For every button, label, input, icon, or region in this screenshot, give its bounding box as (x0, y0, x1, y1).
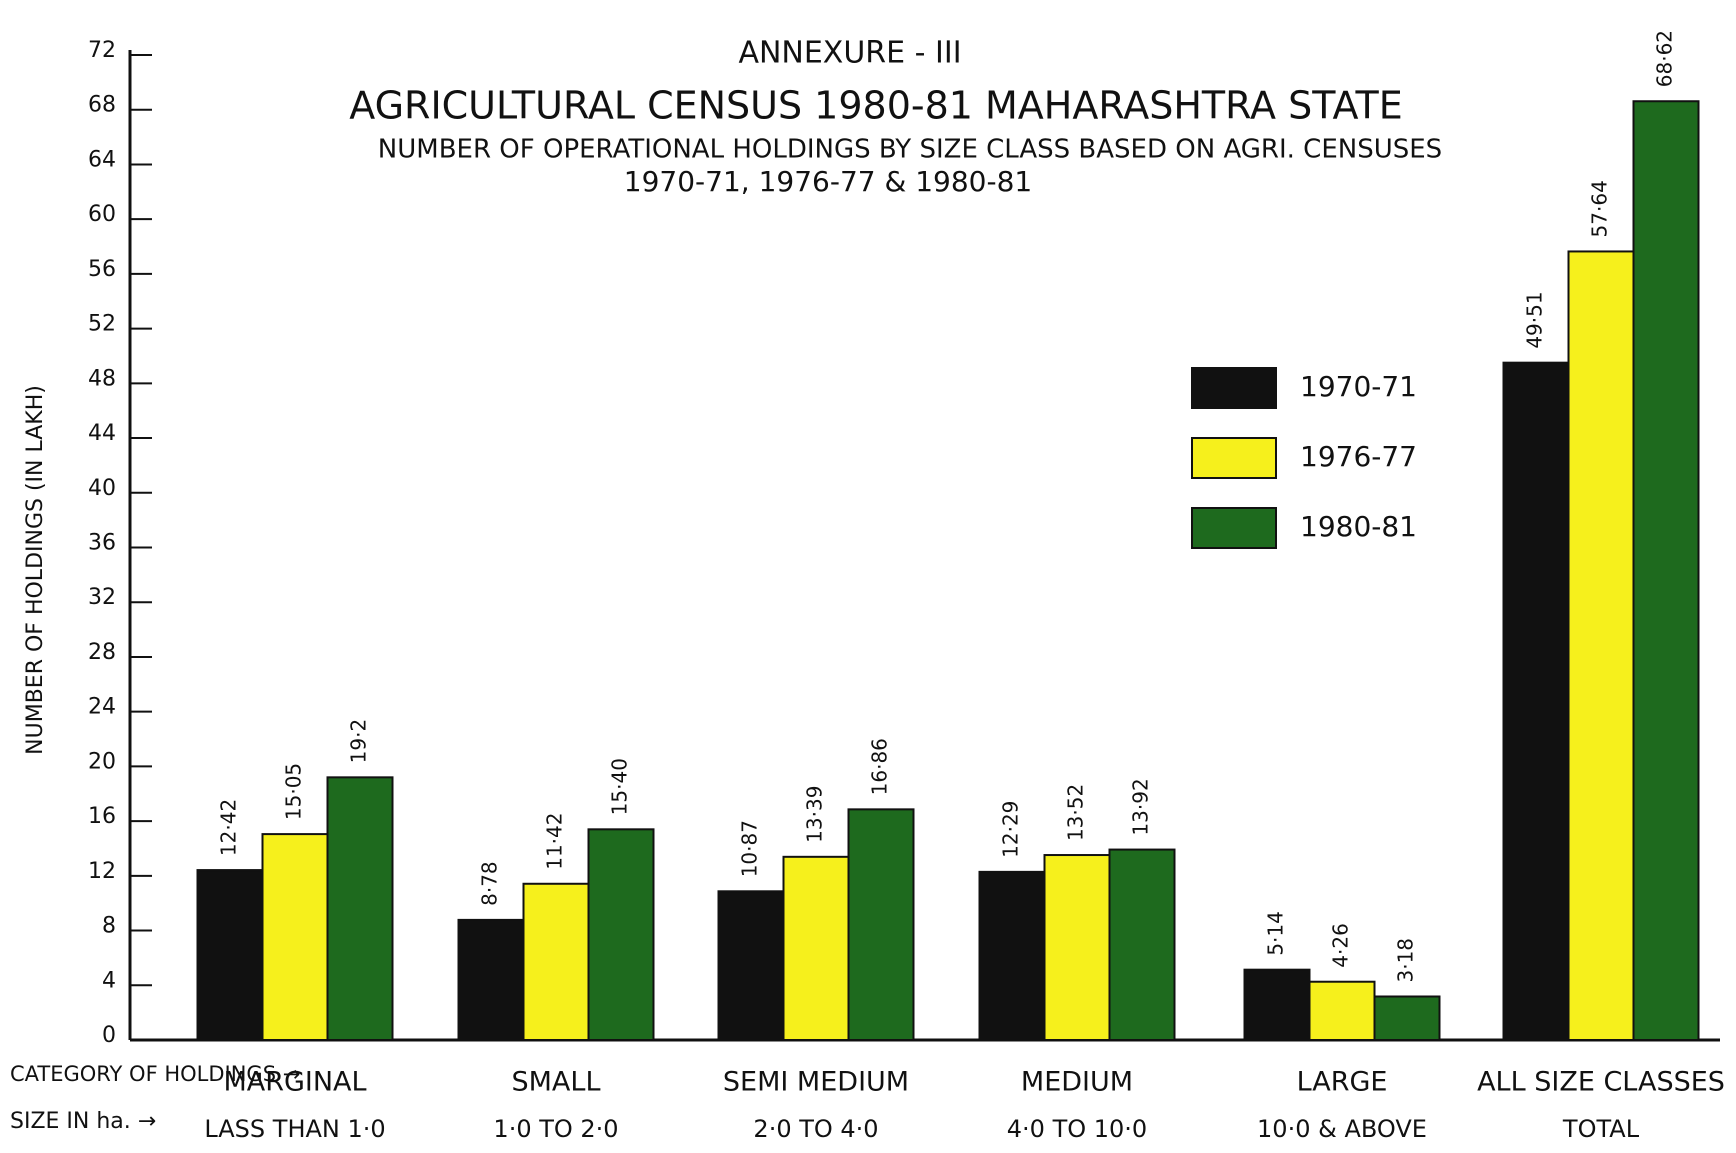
size-class-label: LASS THAN 1·0 (204, 1115, 385, 1143)
value-label: 57·64 (1588, 180, 1612, 237)
size-caption: SIZE IN ha. → (10, 1109, 156, 1134)
y-tick-label: 36 (88, 531, 116, 556)
bar (326, 776, 394, 1041)
y-tick-label: 40 (88, 476, 116, 501)
legend-swatch (1191, 367, 1277, 409)
y-tick-label: 32 (88, 585, 116, 610)
x-tick-label: ALL SIZE CLASSES (1477, 1067, 1725, 1098)
bar (782, 855, 850, 1042)
bar (1632, 100, 1700, 1041)
chart-title: AGRICULTURAL CENSUS 1980-81 MAHARASHTRA … (349, 84, 1402, 128)
bar (1308, 980, 1376, 1041)
value-label: 12·42 (217, 799, 241, 856)
x-tick-label: LARGE (1297, 1067, 1388, 1098)
size-class-label: 10·0 & ABOVE (1257, 1115, 1427, 1143)
legend-label: 1970-71 (1300, 370, 1417, 403)
category-caption: CATEGORY OF HOLDINGS → (10, 1062, 300, 1086)
bar (457, 918, 525, 1041)
value-label: 68·62 (1653, 30, 1677, 87)
legend-label: 1980-81 (1300, 510, 1417, 543)
y-tick-label: 52 (88, 312, 116, 337)
y-tick-label: 72 (88, 38, 116, 63)
annexure: ANNEXURE - III (738, 36, 961, 71)
bar (1043, 854, 1111, 1041)
y-tick-label: 12 (88, 859, 116, 884)
value-label: 19·2 (347, 719, 371, 764)
x-tick-label: SMALL (512, 1067, 601, 1098)
value-label: 12·29 (999, 801, 1023, 858)
chart-subtitle: NUMBER OF OPERATIONAL HOLDINGS BY SIZE C… (378, 135, 1442, 165)
value-label: 3·18 (1394, 938, 1418, 983)
bar (717, 890, 785, 1041)
y-tick-label: 20 (88, 749, 116, 774)
bar (978, 870, 1046, 1041)
y-axis-label: NUMBER OF HOLDINGS (IN LAKH) (23, 385, 48, 755)
bar (196, 869, 264, 1042)
size-class-label: 4·0 TO 10·0 (1007, 1115, 1147, 1143)
value-label: 15·40 (608, 758, 632, 815)
value-label: 4·26 (1329, 923, 1353, 968)
y-tick-label: 60 (88, 202, 116, 227)
value-label: 15·05 (282, 763, 306, 820)
size-class-label: TOTAL (1562, 1115, 1640, 1143)
bar (261, 833, 329, 1042)
legend-swatch (1191, 507, 1277, 549)
value-label: 10·87 (738, 820, 762, 877)
y-tick-label: 28 (88, 640, 116, 665)
value-label: 8·78 (478, 861, 502, 906)
y-tick-label: 4 (102, 968, 116, 993)
value-label: 11·42 (543, 813, 567, 870)
y-tick-label: 44 (88, 421, 116, 446)
value-label: 13·92 (1129, 778, 1153, 835)
y-tick-label: 64 (88, 147, 116, 172)
bar (1567, 250, 1635, 1042)
y-tick-label: 8 (102, 914, 116, 939)
bar (1243, 968, 1311, 1041)
y-tick-label: 68 (88, 93, 116, 118)
bar (1502, 361, 1570, 1041)
bar (587, 828, 655, 1042)
value-label: 5·14 (1264, 911, 1288, 956)
value-label: 49·51 (1523, 291, 1547, 348)
x-tick-label: MARGINAL (223, 1067, 366, 1098)
value-label: 13·39 (803, 786, 827, 843)
value-label: 16·86 (868, 738, 892, 795)
legend-swatch (1191, 437, 1277, 479)
legend-label: 1976-77 (1300, 440, 1417, 473)
x-tick-label: SEMI MEDIUM (723, 1067, 909, 1098)
bar (522, 882, 590, 1042)
y-tick-label: 48 (88, 366, 116, 391)
size-class-label: 2·0 TO 4·0 (753, 1115, 878, 1143)
x-tick-label: MEDIUM (1021, 1067, 1133, 1098)
value-label: 13·52 (1064, 784, 1088, 841)
y-tick-label: 16 (88, 804, 116, 829)
size-class-label: 1·0 TO 2·0 (493, 1115, 618, 1143)
bar (847, 808, 915, 1041)
bar (1373, 995, 1441, 1042)
y-tick-label: 24 (88, 695, 116, 720)
y-tick-label: 0 (102, 1023, 116, 1048)
chart-subtitle: 1970-71, 1976-77 & 1980-81 (624, 165, 1032, 198)
bar (1108, 848, 1176, 1041)
y-tick-label: 56 (88, 257, 116, 282)
